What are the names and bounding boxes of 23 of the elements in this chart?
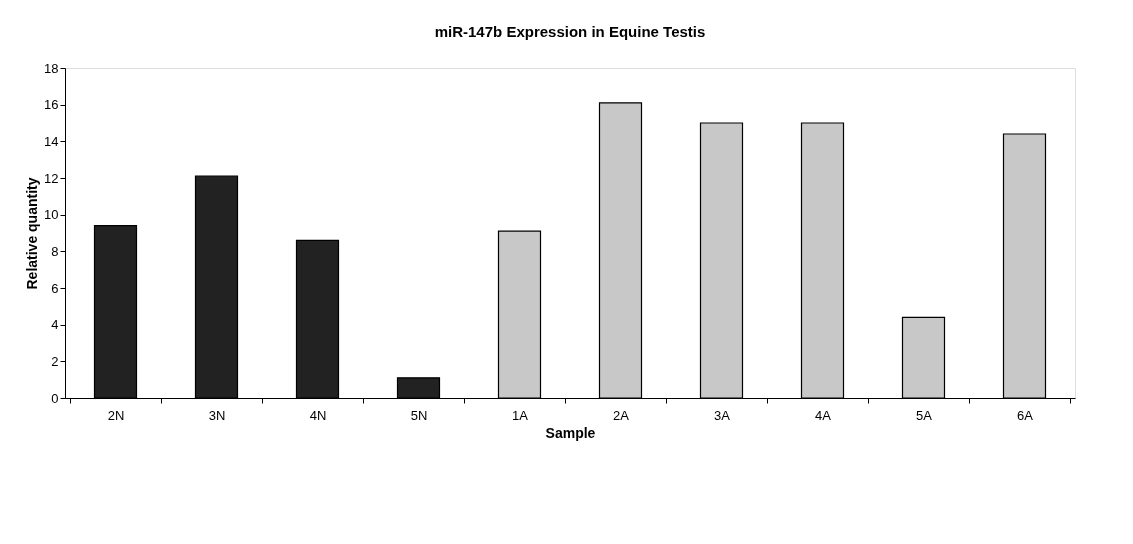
x-axis-title: Sample — [545, 424, 596, 441]
x-tick-label: 2N — [107, 407, 125, 423]
y-axis-title: Relative quantity — [24, 177, 41, 290]
x-tick-label: 2A — [613, 407, 630, 423]
x-tick-label: 6A — [1017, 407, 1034, 423]
x-tick-label: 1A — [512, 407, 529, 423]
y-tick-label: 0 — [51, 390, 59, 406]
chart-title: miR-147b Expression in Equine Testis — [434, 23, 706, 40]
y-tick-label: 4 — [51, 317, 59, 333]
y-tick-label: 14 — [44, 133, 59, 149]
y-tick-label: 10 — [44, 207, 59, 223]
y-tick-label: 16 — [44, 97, 59, 113]
y-tick-label: 12 — [44, 170, 59, 186]
x-tick-label: 5A — [916, 407, 933, 423]
y-tick-label: 8 — [51, 243, 59, 259]
x-tick-label: 3A — [714, 407, 731, 423]
x-tick-label: 3N — [208, 407, 226, 423]
y-tick-label: 18 — [44, 60, 59, 76]
x-tick-label: 5N — [410, 407, 428, 423]
x-tick-label: 4A — [815, 407, 832, 423]
y-tick-label: 2 — [51, 353, 59, 369]
y-tick-label: 6 — [51, 280, 59, 296]
x-tick-label: 4N — [309, 407, 327, 423]
